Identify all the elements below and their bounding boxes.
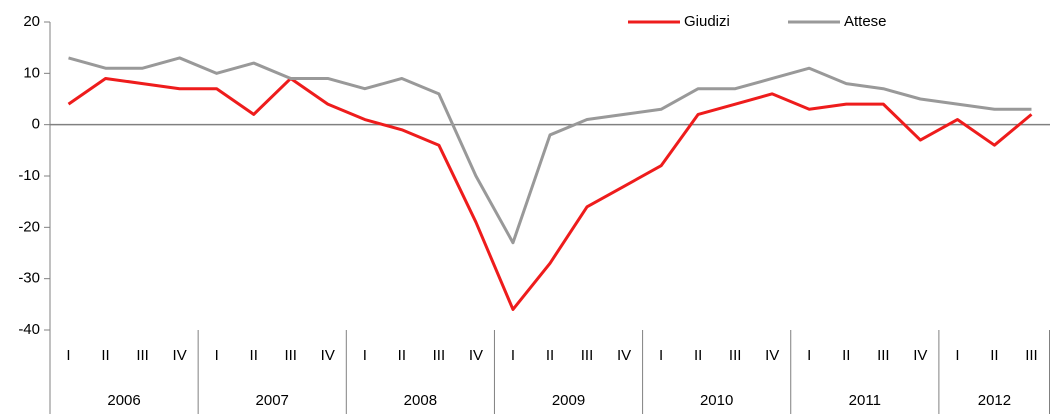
x-tick-label: III [1025, 347, 1038, 364]
x-tick-label: I [215, 347, 219, 364]
x-tick-label: IV [617, 347, 631, 364]
y-tick-label: -10 [18, 167, 40, 184]
y-tick-label: -30 [18, 270, 40, 287]
y-tick-label: 20 [23, 13, 40, 30]
x-tick-label: IV [913, 347, 927, 364]
x-tick-label: II [250, 347, 258, 364]
x-tick-label: I [807, 347, 811, 364]
x-tick-label: II [546, 347, 554, 364]
legend-label: Attese [844, 13, 887, 30]
x-tick-label: IV [469, 347, 483, 364]
x-tick-label: IV [173, 347, 187, 364]
series-line [68, 56, 1032, 245]
year-label: 2010 [700, 392, 733, 409]
x-tick-label: II [694, 347, 702, 364]
year-label: 2006 [107, 392, 140, 409]
year-label: 2012 [978, 392, 1011, 409]
x-tick-label: III [581, 347, 594, 364]
x-tick-label: II [990, 347, 998, 364]
year-label: 2008 [404, 392, 437, 409]
x-tick-label: IV [765, 347, 779, 364]
y-tick-label: -20 [18, 218, 40, 235]
y-tick-label: 10 [23, 64, 40, 81]
x-tick-label: III [877, 347, 890, 364]
x-tick-label: II [398, 347, 406, 364]
year-label: 2011 [849, 392, 881, 409]
x-tick-label: I [363, 347, 367, 364]
legend-label: Giudizi [684, 13, 730, 30]
x-tick-label: III [433, 347, 446, 364]
x-tick-label: III [284, 347, 297, 364]
x-tick-label: II [842, 347, 850, 364]
year-label: 2009 [552, 392, 585, 409]
y-tick-label: 0 [32, 116, 40, 133]
x-tick-label: II [101, 347, 109, 364]
x-tick-label: I [659, 347, 663, 364]
x-tick-label: III [136, 347, 149, 364]
year-label: 2007 [256, 392, 289, 409]
x-tick-label: I [511, 347, 515, 364]
x-tick-label: I [955, 347, 959, 364]
series-line [67, 76, 1033, 311]
x-tick-label: I [66, 347, 70, 364]
y-tick-label: -40 [18, 321, 40, 338]
x-tick-label: IV [321, 347, 335, 364]
x-tick-label: III [729, 347, 742, 364]
